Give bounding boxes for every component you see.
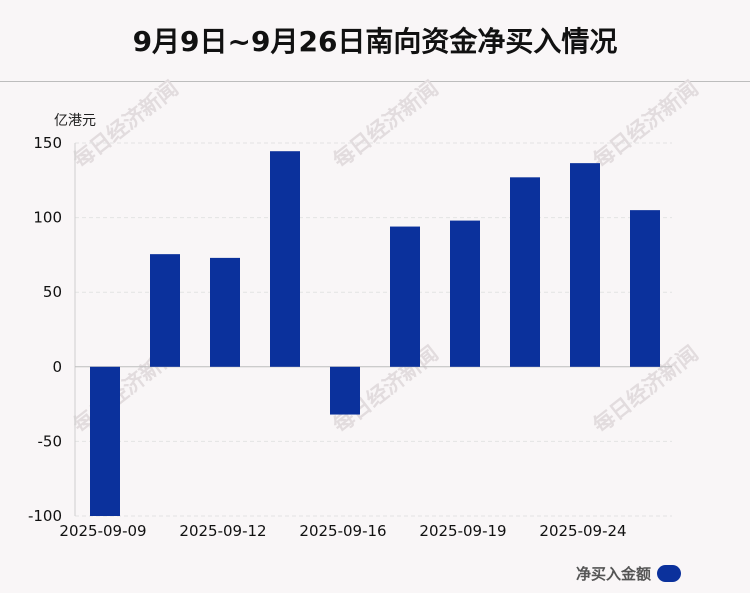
y-tick-label: 0 [52,358,62,376]
x-tick-label: 2025-09-24 [539,522,626,540]
y-tick-label: 50 [43,283,62,301]
y-tick-label: -50 [38,432,63,450]
y-axis-unit-label: 亿港元 [54,113,96,129]
legend[interactable]: 净买入金额 [576,563,682,584]
y-tick-label: 150 [33,134,62,152]
bar-2025-09-15[interactable] [270,151,300,367]
watermark-text: 每日经济新闻 [589,76,703,172]
x-tick-label: 2025-09-16 [299,522,386,540]
bar-2025-09-16[interactable] [330,366,360,415]
bars [90,151,660,516]
bar-2025-09-09[interactable] [90,366,120,516]
bar-2025-09-24[interactable] [570,163,600,367]
bar-2025-09-22[interactable] [510,177,540,367]
title-divider [0,81,750,82]
legend-label: 净买入金额 [576,565,652,583]
y-tick-label: -100 [28,507,62,525]
chart-title: 9月9日~9月26日南向资金净买入情况 [132,25,618,58]
x-tick-label: 2025-09-12 [179,522,266,540]
x-tick-label: 2025-09-09 [59,522,146,540]
bar-2025-09-17[interactable] [390,226,420,367]
x-tick-label: 2025-09-19 [419,522,506,540]
watermark-text: 每日经济新闻 [329,76,443,172]
y-tick-label: 100 [33,209,62,227]
y-tick-labels: -100 -50 0 50 100 150 [28,134,62,525]
x-tick-labels: 2025-09-09 2025-09-12 2025-09-16 2025-09-19… [59,522,626,540]
bar-2025-09-12[interactable] [210,257,240,367]
bar-2025-09-19[interactable] [450,220,480,367]
legend-swatch-icon [657,565,682,582]
bar-2025-09-25[interactable] [630,210,660,367]
bar-2025-09-10[interactable] [150,254,180,367]
